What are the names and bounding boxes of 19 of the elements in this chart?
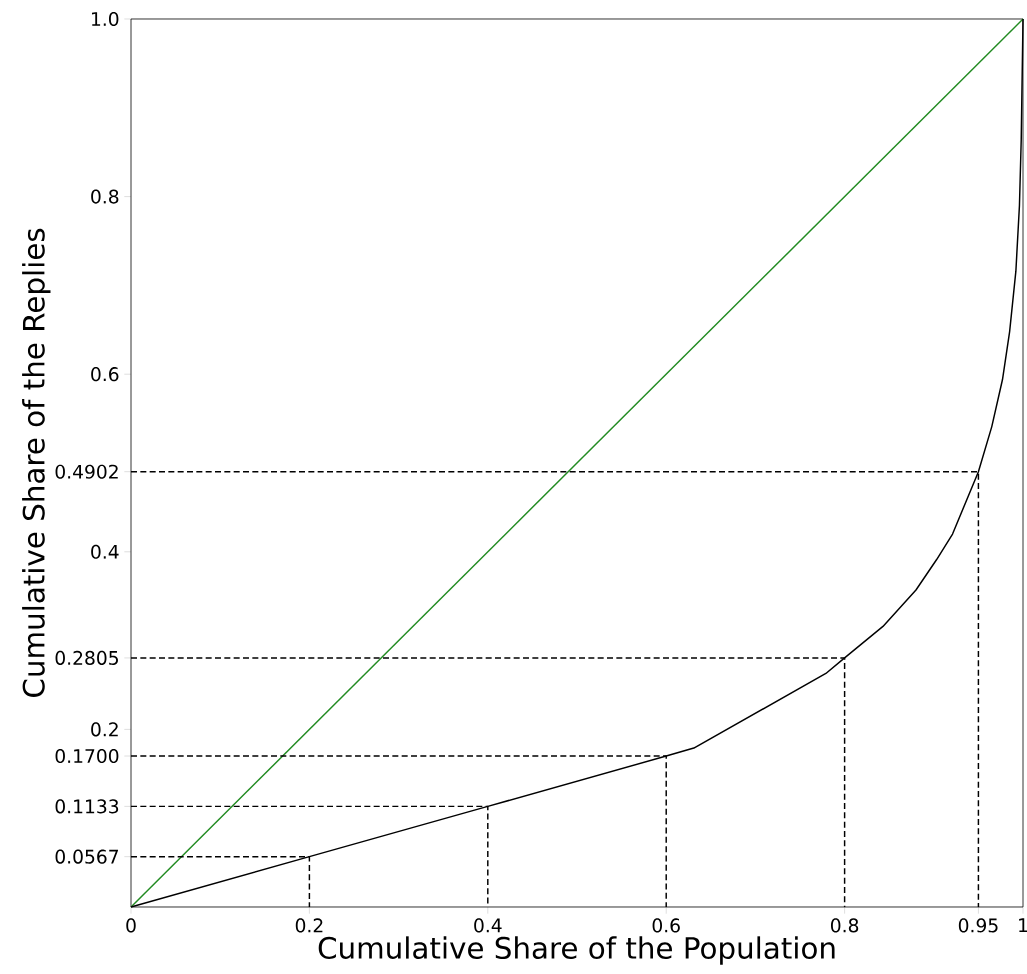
y-axis-title: Cumulative Share of the Replies [22, 228, 51, 697]
y-tick-label: 0.4 [91, 544, 119, 559]
y-tick-label: 0.8 [91, 189, 119, 204]
y-tick-label: 0.2 [91, 722, 118, 737]
x-tick-label: 0 [126, 918, 136, 933]
y-tick-label: 0.1133 [55, 799, 119, 814]
x-tick-label: 0.2 [295, 918, 323, 933]
x-tick-label: 1 [1019, 918, 1027, 932]
x-tick-label: 0.6 [652, 918, 680, 933]
x-axis-title: Cumulative Share of the Population [318, 936, 835, 965]
x-tick-label: 0.8 [831, 918, 859, 933]
y-tick-label: 0.0567 [55, 849, 119, 864]
y-tick-label: 0.4902 [55, 464, 118, 479]
x-tick-label: 0.95 [958, 918, 998, 933]
y-tick-label: 0.2805 [55, 650, 118, 665]
x-tick-label: 0.4 [474, 918, 502, 933]
y-tick-label: 0.6 [91, 367, 119, 382]
y-tick-label: 1.0 [91, 11, 119, 27]
y-tick-label: 0.1700 [55, 748, 119, 764]
